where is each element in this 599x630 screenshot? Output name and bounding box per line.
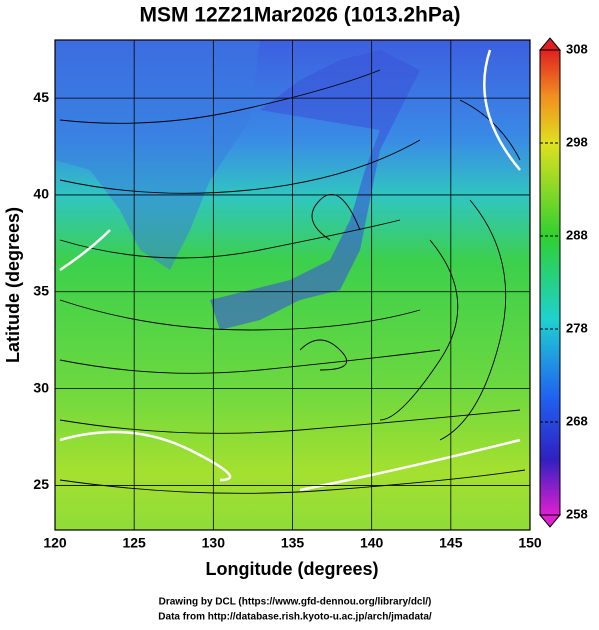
x-axis-label: Longitude (degrees) bbox=[205, 559, 378, 579]
credit: Drawing by DCL (https://www.gfd-dennou.o… bbox=[159, 597, 432, 608]
title: MSM 12Z21Mar2026 (1013.2hPa) bbox=[140, 4, 461, 27]
colorbar bbox=[539, 49, 561, 516]
land bbox=[55, 40, 260, 270]
x-tick-label: 145 bbox=[439, 535, 463, 551]
colorbar-max-arrow bbox=[538, 37, 562, 51]
x-tick-label: 135 bbox=[281, 535, 305, 551]
x-tick-label: 120 bbox=[43, 535, 67, 551]
colorbar-tick-label: 308 bbox=[566, 41, 588, 56]
y-tick-label: 35 bbox=[33, 282, 49, 298]
x-tick-label: 140 bbox=[360, 535, 384, 551]
y-axis-label: Latitude (degrees) bbox=[3, 207, 23, 363]
colorbar-tick-label: 258 bbox=[566, 506, 588, 521]
colorbar-min-arrow bbox=[538, 514, 562, 528]
y-tick-label: 45 bbox=[33, 89, 49, 105]
streamlines bbox=[59, 69, 526, 494]
y-tick-label: 30 bbox=[33, 379, 49, 395]
y-tick-label: 25 bbox=[33, 476, 49, 492]
credit: Data from http://database.rish.kyoto-u.a… bbox=[158, 612, 432, 623]
colorbar-tick-label: 278 bbox=[566, 320, 588, 335]
colorbar-tick-label: 268 bbox=[566, 413, 588, 428]
colorbar-tick-label: 288 bbox=[566, 227, 588, 242]
x-tick-label: 130 bbox=[202, 535, 226, 551]
land bbox=[210, 50, 420, 330]
colorbar-tick-label: 298 bbox=[566, 134, 588, 149]
x-tick-label: 150 bbox=[518, 535, 542, 551]
contours bbox=[59, 49, 521, 492]
y-tick-label: 40 bbox=[33, 186, 49, 202]
x-tick-label: 125 bbox=[122, 535, 146, 551]
